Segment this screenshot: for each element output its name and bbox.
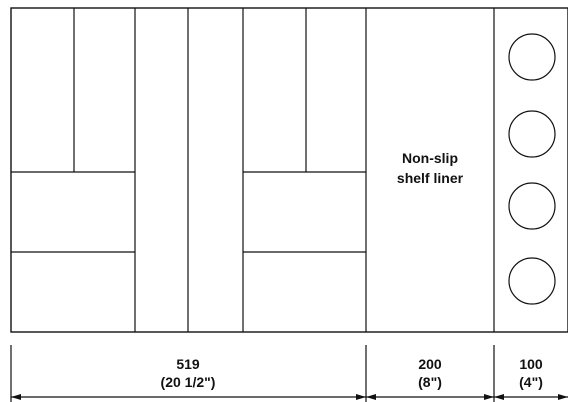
- dimension-100-inches: (4"): [519, 374, 543, 390]
- round-container-1: [508, 33, 556, 81]
- dimension-arrow-100-left: [494, 394, 504, 400]
- drawer-outline: [10, 7, 568, 333]
- dimension-arrow-200-right: [484, 394, 494, 400]
- dimension-519-value: 519: [176, 356, 200, 372]
- liner-label-line2: shelf liner: [397, 170, 464, 186]
- dimension-arrow-519-left: [11, 394, 21, 400]
- round-container-3: [508, 182, 556, 230]
- dimension-arrow-100-right: [558, 394, 568, 400]
- round-container-2: [508, 110, 556, 158]
- dimension-519-inches: (20 1/2"): [161, 374, 216, 390]
- dimension-arrow-200-left: [366, 394, 376, 400]
- dimension-200-value: 200: [418, 356, 442, 372]
- dimension-200-inches: (8"): [418, 374, 442, 390]
- liner-label-line1: Non-slip: [402, 150, 458, 166]
- dimension-100-value: 100: [519, 356, 543, 372]
- dimension-arrow-519-right: [356, 394, 366, 400]
- round-container-4: [508, 257, 556, 305]
